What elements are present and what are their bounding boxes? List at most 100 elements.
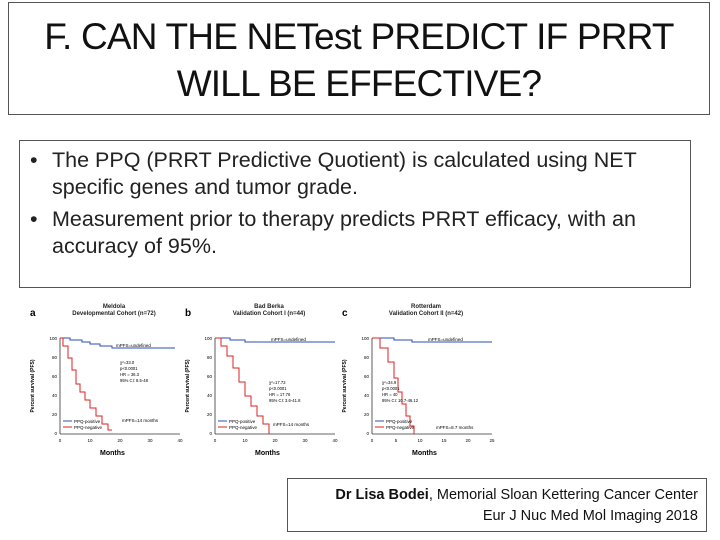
cohort-desc: Validation Cohort II (n=42): [388, 311, 464, 317]
upper-curve-note: mPFS=undefined: [271, 337, 306, 342]
panel-title: Rotterdam Validation Cohort II (n=42): [366, 304, 486, 318]
stat-line: 95% CI: 8.5-48: [120, 378, 149, 383]
x-tick: 40: [332, 438, 338, 443]
slide-title-line-2: WILL BE EFFECTIVE?: [176, 63, 542, 104]
legend-negative: PPQ-negative: [74, 425, 103, 430]
bullet-text: The PPQ (PRRT Predictive Quotient) is ca…: [52, 148, 637, 199]
ppq-positive-curve: [372, 337, 492, 343]
km-plot: Percent survival (PFS) 100 80 60 40 20 0…: [30, 336, 183, 443]
x-tick: 20: [272, 438, 278, 443]
ppq-negative-curve: [372, 337, 415, 434]
bullet-list: • The PPQ (PRRT Predictive Quotient) is …: [19, 140, 691, 288]
figure-panel-b: b Bad Berka Validation Cohort I (n=44) P…: [185, 300, 345, 470]
x-tick: 20: [465, 438, 471, 443]
bullet-item: • The PPQ (PRRT Predictive Quotient) is …: [30, 147, 680, 201]
figure-panel-a: a Meldola Developmental Cohort (n=72) Pe…: [30, 300, 190, 470]
stat-line: p<0.0001: [269, 386, 287, 391]
km-plot: Percent survival (PFS) 100 80 60 40 20 0…: [342, 336, 495, 443]
x-axis-label: Months: [100, 450, 125, 457]
citation-line-1: Dr Lisa Bodei, Memorial Sloan Kettering …: [288, 485, 698, 506]
y-tick: 80: [364, 355, 370, 360]
km-plot: Percent survival (PFS) 100 80 60 40 20 0…: [185, 336, 338, 443]
lower-curve-note: mPFS=14 months: [273, 422, 310, 427]
x-tick: 0: [59, 438, 62, 443]
legend-positive: PPQ-positive: [229, 419, 256, 424]
y-tick: 100: [49, 336, 57, 341]
x-tick: 0: [214, 438, 217, 443]
bullet-dot-icon: •: [30, 207, 38, 231]
y-tick: 80: [207, 355, 213, 360]
stat-line: 95% CI: 10.7-46.12: [382, 398, 419, 403]
legend-negative: PPQ-negative: [229, 425, 258, 430]
x-tick: 40: [177, 438, 183, 443]
cohort-name: Meldola: [102, 304, 126, 310]
x-tick: 10: [242, 438, 248, 443]
bullet-dot-icon: •: [30, 148, 38, 172]
x-tick: 25: [489, 438, 495, 443]
lower-curve-note: mPFS=8.7 months: [436, 425, 474, 430]
y-axis-label: Percent survival (PFS): [30, 359, 36, 412]
x-axis-label: Months: [412, 450, 437, 457]
y-tick: 20: [207, 412, 213, 417]
y-tick: 0: [54, 431, 57, 436]
stat-line: HR = 17.76: [269, 392, 291, 397]
upper-curve-note: mPFS=undefined: [428, 337, 463, 342]
stat-line: HR = 40: [382, 392, 398, 397]
y-axis-label: Percent survival (PFS): [342, 359, 348, 412]
stat-line: HR = 36.3: [120, 372, 140, 377]
ppq-positive-curve: [215, 337, 335, 343]
panel-letter: a: [30, 308, 36, 319]
y-tick: 80: [52, 355, 58, 360]
bullet-item: • Measurement prior to therapy predicts …: [30, 206, 680, 260]
y-tick: 20: [364, 412, 370, 417]
bullet-text: Measurement prior to therapy predicts PR…: [52, 207, 636, 258]
panel-title: Meldola Developmental Cohort (n=72): [54, 304, 174, 318]
y-axis-label: Percent survival (PFS): [185, 359, 191, 412]
citation-author: Dr Lisa Bodei: [335, 487, 429, 503]
y-tick: 60: [52, 374, 58, 379]
stat-line: χ²=17.72: [269, 380, 286, 385]
citation-affiliation: , Memorial Sloan Kettering Cancer Center: [428, 487, 698, 503]
ppq-positive-curve: [60, 337, 175, 349]
stat-line: χ²=34.9: [382, 380, 397, 385]
panel-letter: c: [342, 308, 348, 319]
ppq-negative-curve: [60, 337, 112, 431]
x-tick: 30: [302, 438, 308, 443]
cohort-name: Bad Berka: [254, 304, 284, 310]
stat-line: p<0.0001: [382, 386, 400, 391]
x-axis-label: Months: [255, 450, 280, 457]
x-tick: 10: [87, 438, 93, 443]
x-tick: 5: [395, 438, 398, 443]
x-tick: 0: [371, 438, 374, 443]
legend-negative: PPQ-negative: [386, 425, 415, 430]
y-tick: 40: [207, 393, 213, 398]
lower-curve-note: mPFS=14 months: [122, 418, 159, 423]
y-tick: 0: [366, 431, 369, 436]
survival-figures: a Meldola Developmental Cohort (n=72) Pe…: [30, 300, 500, 470]
y-tick: 60: [207, 374, 213, 379]
y-tick: 60: [364, 374, 370, 379]
x-tick: 30: [147, 438, 153, 443]
legend-positive: PPQ-positive: [386, 419, 413, 424]
y-tick: 100: [361, 336, 369, 341]
y-tick: 20: [52, 412, 58, 417]
x-tick: 20: [117, 438, 123, 443]
stat-line: χ²=33.0: [120, 360, 135, 365]
x-tick: 10: [417, 438, 423, 443]
title-box: F. CAN THE NETest PREDICT IF PRRT WILL B…: [8, 2, 710, 115]
y-tick: 0: [209, 431, 212, 436]
legend-positive: PPQ-positive: [74, 419, 101, 424]
figure-panel-c: c Rotterdam Validation Cohort II (n=42) …: [342, 300, 502, 470]
cohort-desc: Validation Cohort I (n=44): [232, 311, 306, 317]
cohort-name: Rotterdam: [410, 304, 441, 310]
y-tick: 40: [364, 393, 370, 398]
panel-letter: b: [185, 308, 192, 319]
slide-title-line-1: F. CAN THE NETest PREDICT IF PRRT: [44, 16, 674, 57]
y-tick: 40: [52, 393, 58, 398]
cohort-desc: Developmental Cohort (n=72): [72, 311, 156, 317]
x-tick: 15: [441, 438, 447, 443]
upper-curve-note: mPFS=undefined: [116, 343, 151, 348]
stat-line: 95% CI: 3.6-41.8: [269, 398, 301, 403]
y-tick: 100: [204, 336, 212, 341]
citation-journal: Eur J Nuc Med Mol Imaging 2018: [482, 508, 698, 524]
